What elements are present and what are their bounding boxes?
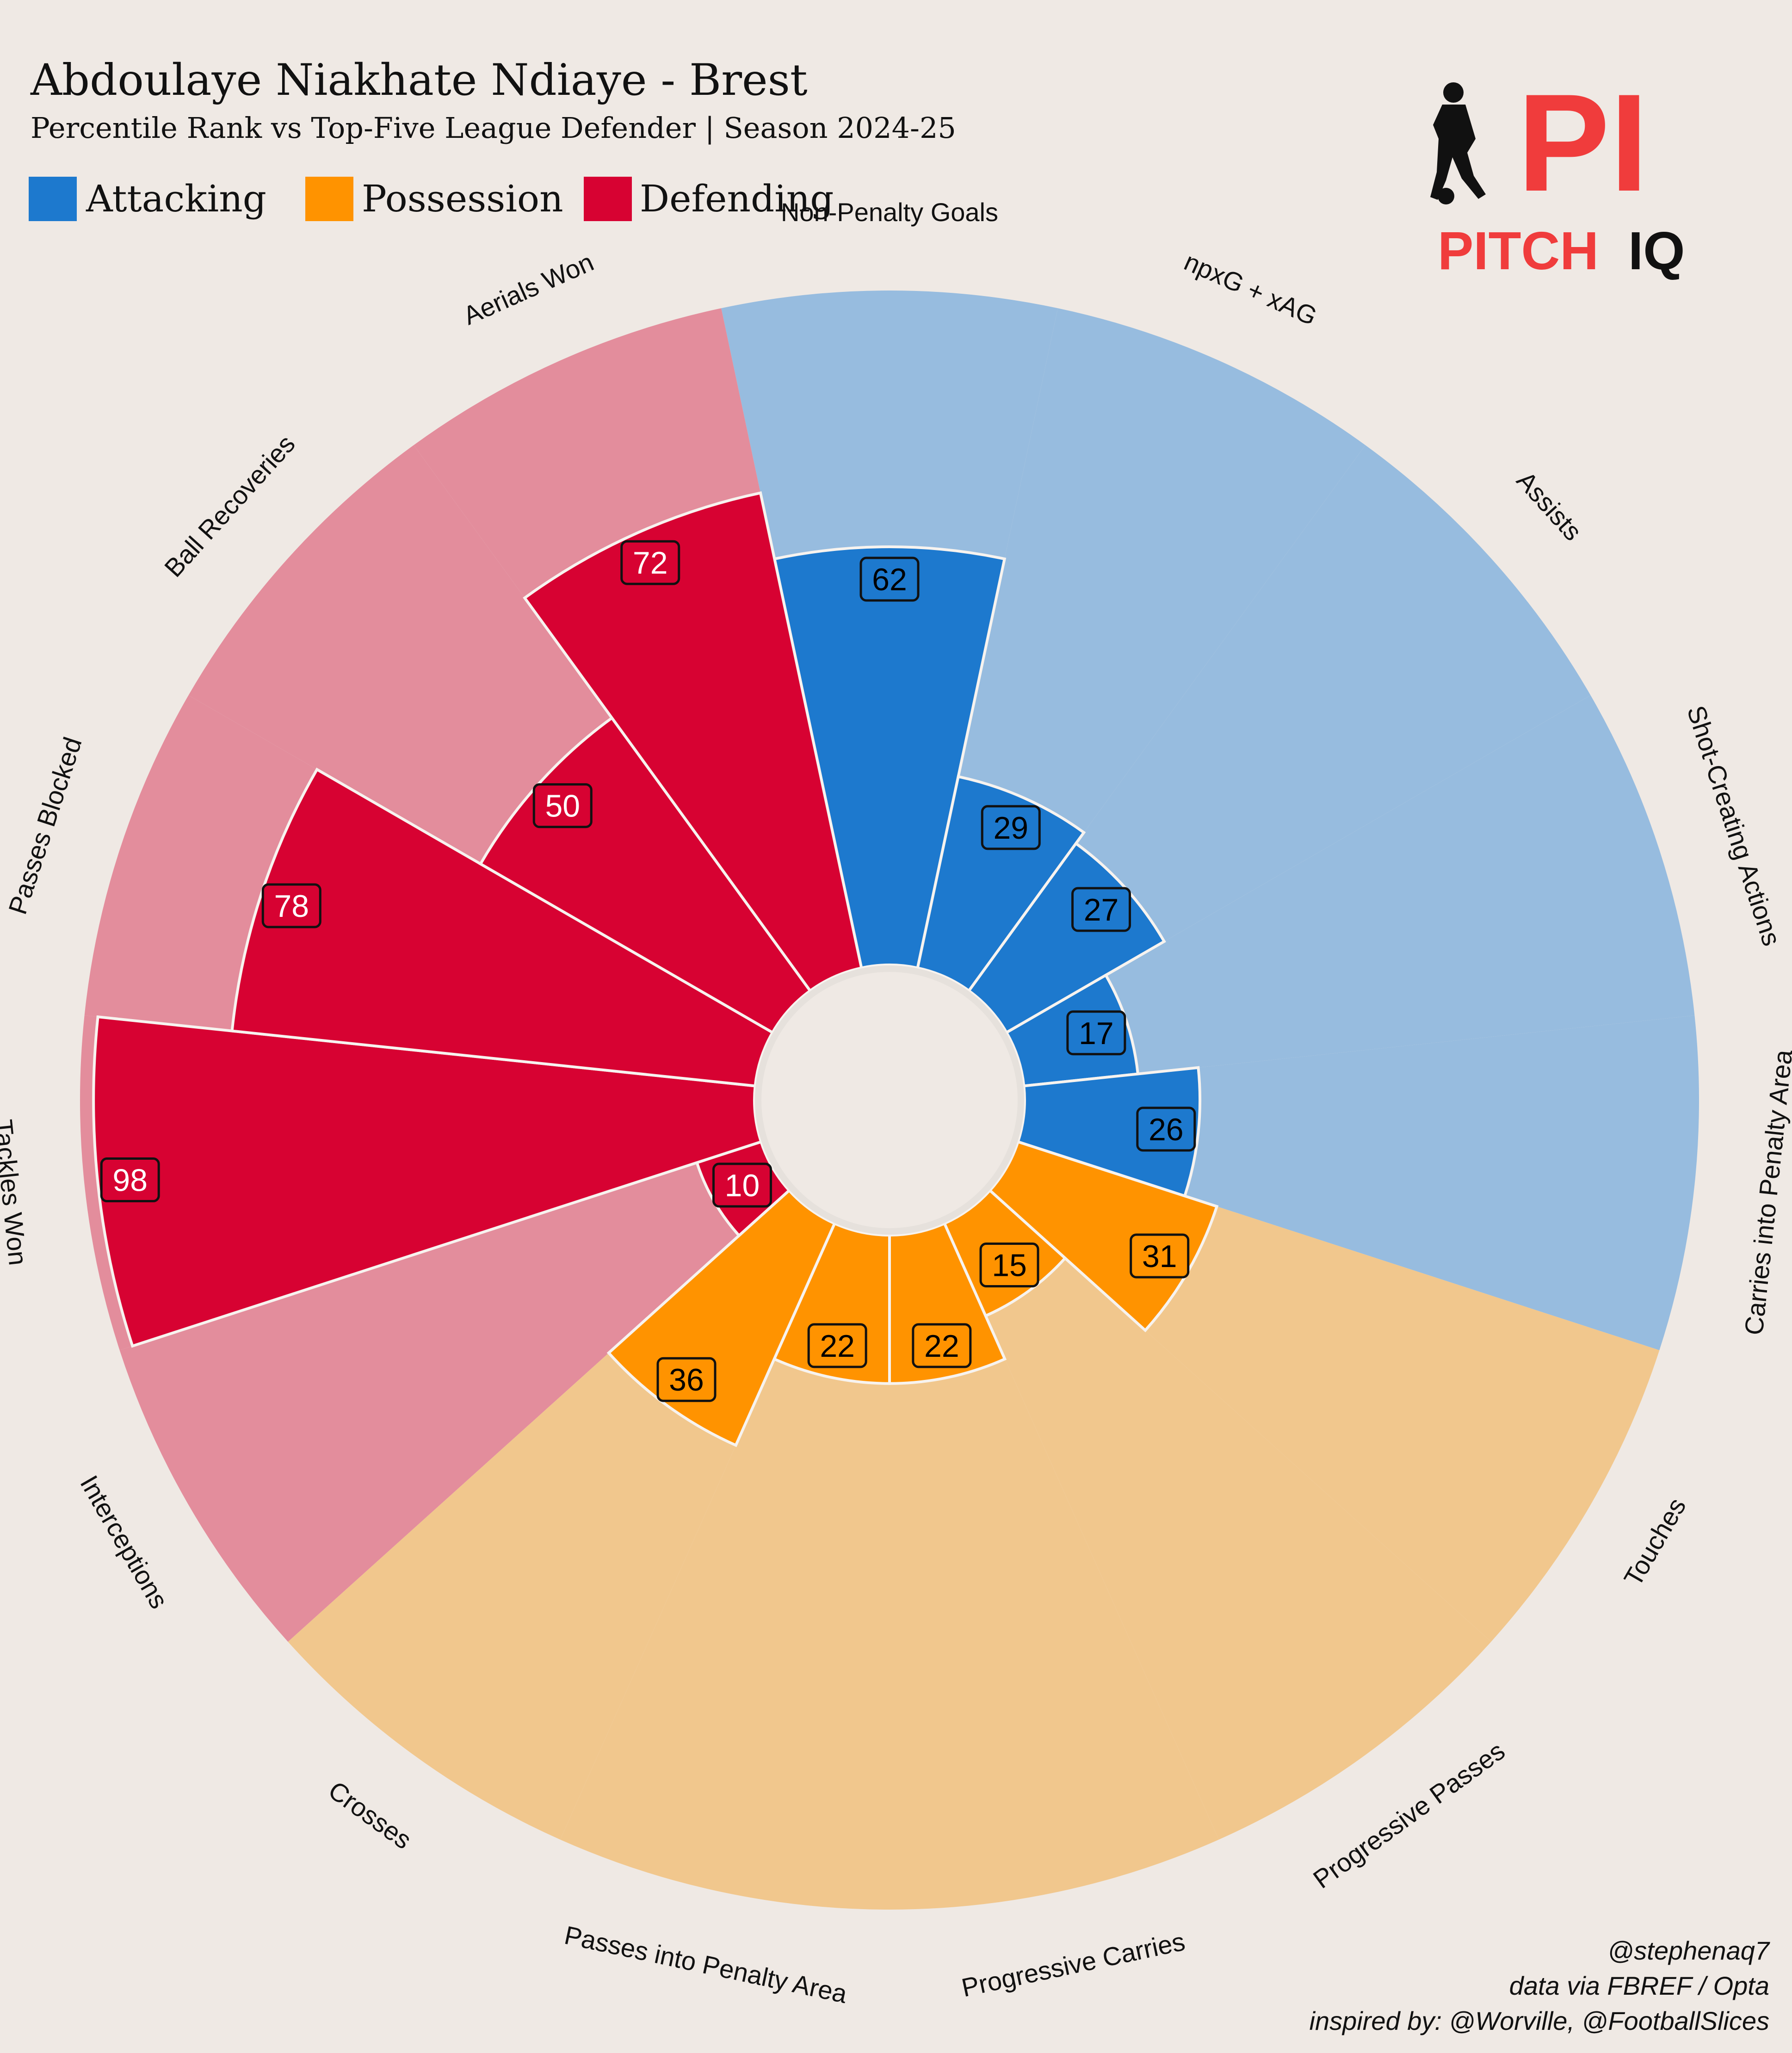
player-silhouette-icon bbox=[1430, 82, 1486, 204]
value-box bbox=[1071, 887, 1131, 932]
value-label-crosses: 36 bbox=[656, 1357, 717, 1402]
bg-sector-interceptions bbox=[119, 1142, 790, 1642]
bar-non-penalty-goals bbox=[772, 545, 1007, 970]
value-label-aerials-won: 72 bbox=[620, 540, 680, 585]
value-box bbox=[807, 1323, 867, 1368]
value-label-touches: 31 bbox=[1130, 1233, 1190, 1279]
value-box bbox=[656, 1357, 717, 1402]
value-text: 10 bbox=[725, 1168, 760, 1203]
bar-tackles-won bbox=[92, 1015, 763, 1348]
value-box bbox=[979, 1243, 1039, 1288]
value-box bbox=[912, 1323, 972, 1368]
value-text: 29 bbox=[993, 810, 1028, 846]
value-box bbox=[981, 805, 1041, 850]
credit-source: data via FBREF / Opta bbox=[1509, 1971, 1769, 2000]
param-label-aerials-won: Aerials Won bbox=[459, 247, 598, 330]
legend-swatch-defending bbox=[584, 177, 632, 221]
value-text: 22 bbox=[820, 1329, 855, 1364]
bar-aerials-won bbox=[523, 491, 863, 993]
bar-touches bbox=[988, 1140, 1219, 1333]
bg-sector-progressive-passes bbox=[944, 1190, 1491, 1840]
bar-carries-into-penalty-area bbox=[1016, 1066, 1202, 1198]
value-text: 62 bbox=[872, 562, 907, 597]
param-label-passes-blocked: Passes Blocked bbox=[3, 734, 87, 918]
param-label-passes-into-penalty-area: Passes into Penalty Area bbox=[562, 1920, 850, 2009]
param-label-assists: Assists bbox=[1511, 465, 1588, 546]
value-box bbox=[100, 1157, 160, 1203]
bar-passes-blocked bbox=[230, 767, 775, 1088]
value-text: 98 bbox=[112, 1163, 148, 1198]
value-text: 72 bbox=[633, 545, 668, 581]
value-label-progressive-passes: 15 bbox=[979, 1243, 1039, 1288]
credits: @stephenaq7 data via FBREF / Opta inspir… bbox=[1310, 1936, 1770, 2035]
value-label-assists: 27 bbox=[1071, 887, 1131, 932]
value-text: 36 bbox=[669, 1362, 704, 1398]
value-box bbox=[712, 1163, 772, 1208]
value-label-passes-into-penalty-area: 22 bbox=[807, 1323, 867, 1368]
value-text: 31 bbox=[1142, 1239, 1177, 1274]
param-label-shot-creating-actions: Shot-Creating Actions bbox=[1681, 702, 1786, 949]
value-text: 50 bbox=[545, 789, 580, 824]
param-label-npxg-xag: npxG + xAG bbox=[1180, 247, 1322, 331]
value-box bbox=[532, 783, 593, 829]
bg-sector-shot-creating-actions bbox=[1006, 695, 1695, 1086]
param-label-ball-recoveries: Ball Recoveries bbox=[159, 429, 301, 582]
value-label-progressive-carries: 22 bbox=[912, 1323, 972, 1368]
param-label-interceptions: Interceptions bbox=[74, 1471, 174, 1614]
bar-npxg-xag bbox=[916, 775, 1086, 993]
param-label-touches: Touches bbox=[1618, 1493, 1692, 1591]
value-label-passes-blocked: 78 bbox=[261, 883, 321, 928]
legend: Attacking Possession Defending bbox=[29, 177, 834, 221]
logo-word-pitch: PITCH bbox=[1438, 221, 1599, 281]
chart-title: Abdoulaye Niakhate Ndiaye - Brest bbox=[30, 55, 808, 105]
credit-inspiration: inspired by: @Worville, @FootballSlices bbox=[1310, 2006, 1769, 2035]
value-label-tackles-won: 98 bbox=[100, 1157, 160, 1203]
legend-label-defending: Defending bbox=[640, 177, 834, 220]
value-box bbox=[620, 540, 680, 585]
chart-subtitle: Percentile Rank vs Top-Five League Defen… bbox=[31, 111, 956, 145]
value-text: 22 bbox=[924, 1329, 959, 1364]
value-label-npxg-xag: 29 bbox=[981, 805, 1041, 850]
value-label-interceptions: 10 bbox=[712, 1163, 772, 1208]
logo-mark: PI bbox=[1517, 65, 1648, 220]
param-label-carries-into-penalty-area: Carries into Penalty Area bbox=[1739, 1048, 1792, 1336]
bg-sector-progressive-carries bbox=[890, 1223, 1219, 1910]
value-box bbox=[261, 883, 321, 928]
legend-swatch-possession bbox=[305, 177, 353, 221]
legend-swatch-attacking bbox=[29, 177, 77, 221]
value-label-ball-recoveries: 50 bbox=[532, 783, 593, 829]
value-box bbox=[1136, 1107, 1196, 1152]
value-labels: 62 29 27 17 26 31 15 22 22 36 10 98 78 50 72 bbox=[100, 540, 1196, 1402]
value-text: 15 bbox=[992, 1248, 1027, 1283]
value-text: 17 bbox=[1079, 1016, 1114, 1051]
param-label-crosses: Crosses bbox=[323, 1775, 417, 1855]
value-box bbox=[1066, 1010, 1126, 1056]
value-text: 27 bbox=[1084, 892, 1119, 928]
param-label-non-penalty-goals: Non-Penalty Goals bbox=[781, 198, 998, 227]
logo-word-iq: IQ bbox=[1628, 221, 1685, 281]
value-label-carries-into-penalty-area: 26 bbox=[1136, 1107, 1196, 1152]
credit-author: @stephenaq7 bbox=[1607, 1936, 1770, 1965]
value-label-non-penalty-goals: 62 bbox=[859, 557, 920, 602]
pitch-iq-logo: PI PITCH IQ bbox=[1430, 65, 1685, 281]
value-box bbox=[1130, 1233, 1190, 1279]
legend-label-possession: Possession bbox=[362, 177, 563, 220]
value-label-shot-creating-actions: 17 bbox=[1066, 1010, 1126, 1056]
center-hole bbox=[755, 965, 1024, 1235]
param-label-tackles-won: Tackles Won bbox=[0, 1118, 33, 1267]
bg-sector-passes-into-penalty-area bbox=[560, 1223, 890, 1910]
value-box bbox=[859, 557, 920, 602]
value-text: 26 bbox=[1149, 1112, 1184, 1147]
value-text: 78 bbox=[274, 889, 309, 924]
legend-label-attacking: Attacking bbox=[86, 177, 266, 220]
param-label-progressive-carries: Progressive Carries bbox=[959, 1927, 1187, 2003]
